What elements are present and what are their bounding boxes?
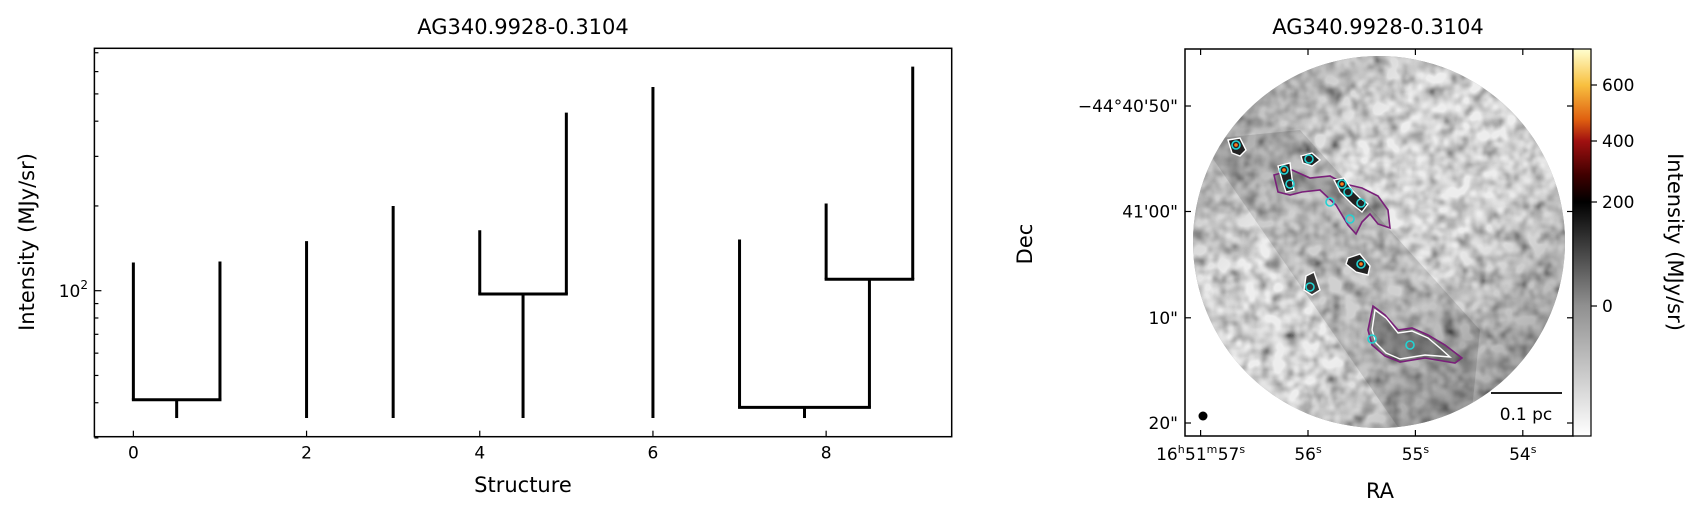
- dec-tick-label: 20": [1149, 414, 1178, 434]
- source-marker: [1345, 214, 1355, 224]
- contour-outer-south: [1367, 304, 1464, 364]
- x-tick-label: 0: [128, 444, 139, 464]
- peak-marker: [1359, 262, 1363, 266]
- colorbar-tick-label: 0: [1602, 297, 1613, 317]
- ra-tick-value: 16: [1156, 445, 1178, 465]
- source-marker: [1325, 197, 1335, 207]
- x-tick-label: 8: [821, 444, 832, 464]
- ra-tick-label: 56s: [1294, 443, 1322, 465]
- contour-inner-5: [1345, 253, 1371, 276]
- ra-tick-value: 56: [1294, 445, 1316, 465]
- dec-tick-label: 10": [1149, 309, 1178, 329]
- ra-tick-unit: s: [1239, 443, 1245, 456]
- contour-outer-north: [1273, 169, 1391, 236]
- ra-tick-value: 55: [1402, 445, 1424, 465]
- dendrogram-x-label: Structure: [474, 473, 572, 497]
- source-marker: [1356, 259, 1366, 269]
- peak-marker: [1282, 168, 1286, 172]
- source-marker: [1231, 140, 1241, 150]
- ra-tick-value: 57: [1218, 445, 1240, 465]
- ra-tick-value: 54: [1509, 445, 1531, 465]
- colorbar-tick-label: 200: [1602, 193, 1634, 213]
- x-tick-label: 4: [474, 444, 485, 464]
- ra-tick-unit: s: [1531, 443, 1537, 456]
- ra-tick-unit: m: [1207, 443, 1218, 456]
- contour-inner-2: [1277, 162, 1295, 193]
- dec-tick-label: 41'00": [1122, 203, 1178, 223]
- source-marker: [1343, 187, 1353, 197]
- source-marker: [1304, 154, 1314, 164]
- dendrogram-plot: [131, 66, 915, 419]
- y-tick-label-100: 102: [59, 278, 88, 302]
- dendrogram-axes-frame: [93, 47, 953, 438]
- colorbar: [1572, 48, 1592, 437]
- image-title: AG340.9928-0.3104: [1272, 15, 1484, 39]
- dendrogram-y-label: Intensity (MJy/sr): [15, 153, 39, 331]
- ra-tick-unit: s: [1316, 443, 1322, 456]
- image-y-label: Dec: [1013, 224, 1037, 265]
- image-ticks: 16h 51m 57s 56s 55s 54s −44°40'50"41'00"…: [1078, 49, 1573, 465]
- beam-icon: [1198, 411, 1208, 421]
- ra-tick-label: 16h 51m 57s: [1156, 443, 1245, 465]
- colorbar-tick-label: 400: [1602, 132, 1634, 152]
- peak-marker: [1234, 143, 1238, 147]
- dendrogram-title: AG340.9928-0.3104: [417, 15, 629, 39]
- scale-bar-label: 0.1 pc: [1500, 405, 1553, 425]
- intensity-map: [1193, 56, 1565, 428]
- source-marker: [1405, 340, 1415, 350]
- ra-tick-unit: s: [1423, 443, 1429, 456]
- source-markers: [1231, 140, 1415, 350]
- source-marker: [1305, 282, 1315, 292]
- source-marker: [1285, 179, 1295, 189]
- peak-marker: [1340, 182, 1344, 186]
- ra-tick-label: 54s: [1509, 443, 1537, 465]
- colorbar-ticks: 600 400 200 0: [1591, 76, 1634, 317]
- y-tick-base: 10: [59, 282, 81, 302]
- dec-tick-label: −44°40'50": [1078, 97, 1178, 117]
- y-tick-exponent: 2: [80, 278, 88, 292]
- dendrogram-x-ticks: 0 2 4 6 8: [128, 430, 832, 464]
- colorbar-tick-label: 600: [1602, 76, 1634, 96]
- x-tick-label: 6: [648, 444, 659, 464]
- contour-inner-south: [1371, 308, 1453, 360]
- source-marker: [1356, 198, 1366, 208]
- ra-tick-label: 55s: [1402, 443, 1430, 465]
- colorbar-label: Intensity (MJy/sr): [1663, 153, 1687, 331]
- ra-tick-unit: h: [1178, 443, 1185, 456]
- image-x-label: RA: [1366, 479, 1395, 503]
- source-marker: [1279, 165, 1289, 175]
- source-marker: [1367, 334, 1377, 344]
- source-marker: [1337, 179, 1347, 189]
- ra-tick-value: 51: [1185, 445, 1207, 465]
- x-tick-label: 2: [301, 444, 312, 464]
- dendrogram-y-ticks: [94, 52, 102, 439]
